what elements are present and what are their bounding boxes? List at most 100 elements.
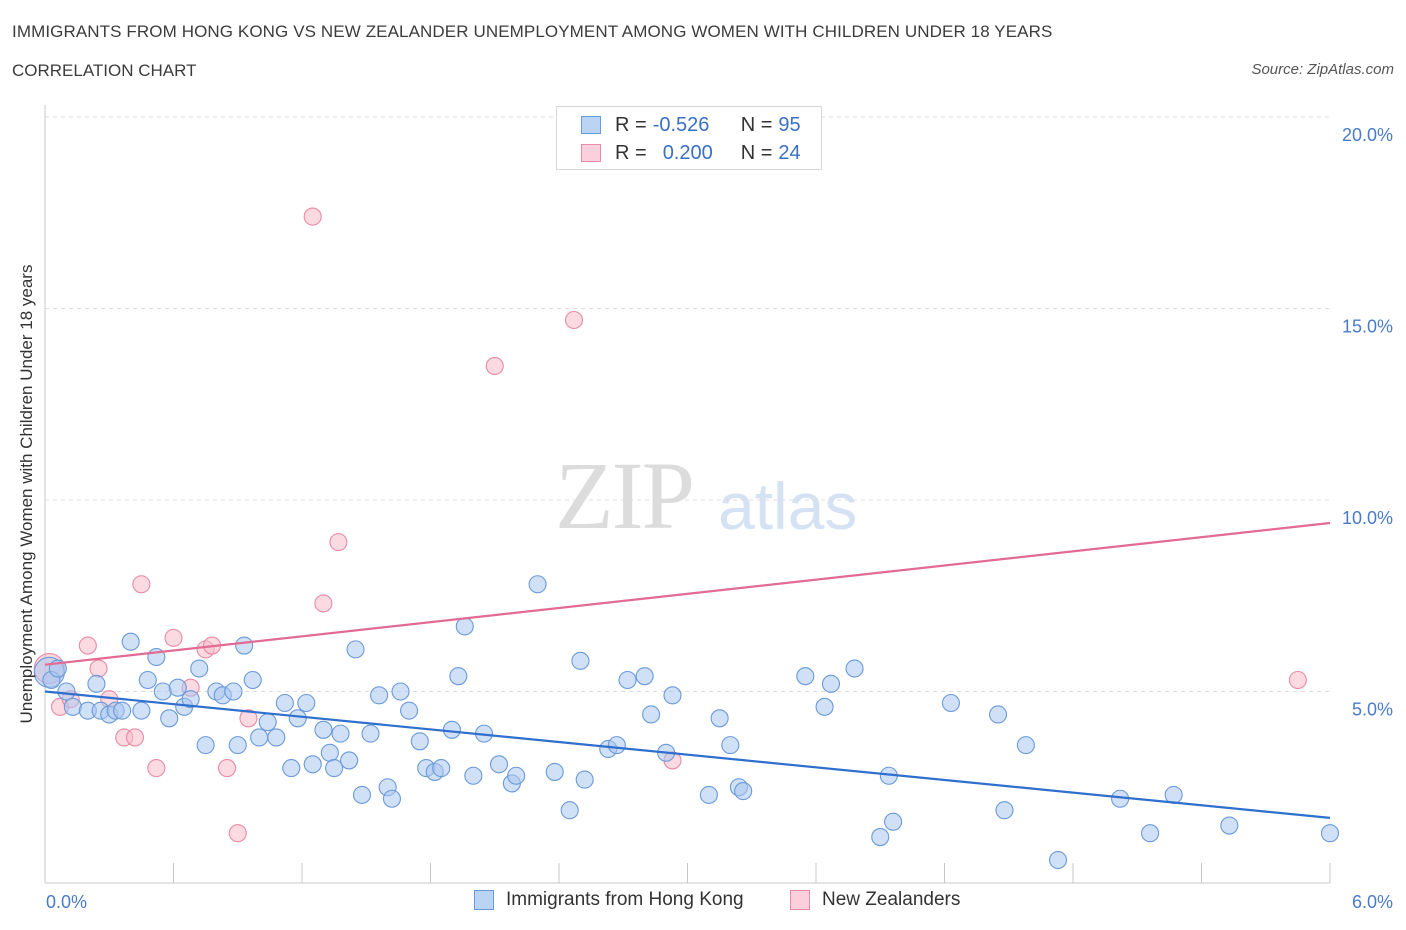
data-point-hong-kong: [57, 682, 76, 701]
data-point-hong-kong: [314, 720, 333, 739]
data-point-hong-kong: [871, 827, 890, 847]
legend-n-label: N =: [740, 113, 773, 136]
data-point-hong-kong: [845, 659, 864, 678]
data-point-hong-kong: [288, 709, 307, 728]
data-point-hong-kong: [432, 759, 451, 778]
trend-line-hong-kong: [44, 690, 1331, 819]
data-point-hong-kong: [449, 667, 468, 686]
watermark-zip: ZIP: [555, 442, 695, 549]
data-point-hong-kong: [642, 705, 661, 724]
data-point-hong-kong: [455, 617, 474, 636]
data-point-hong-kong: [228, 736, 247, 755]
data-point-hong-kong: [132, 701, 151, 720]
chart-subtitle: CORRELATION CHART: [12, 61, 197, 80]
data-point-hong-kong: [734, 782, 753, 801]
data-point-new-zealanders: [125, 728, 144, 747]
data-point-hong-kong: [941, 693, 960, 713]
data-point-hong-kong: [618, 670, 637, 690]
data-point-hong-kong: [258, 713, 277, 732]
x-tick-label: 6.0%: [1352, 892, 1393, 912]
legend-swatch-pink: [581, 144, 601, 162]
y-tick-label: 10.0%: [1342, 508, 1393, 528]
data-point-hong-kong: [796, 667, 815, 686]
data-point-hong-kong: [1141, 824, 1160, 843]
y-tick-label: 15.0%: [1342, 317, 1393, 337]
bottom-legend-new-zealanders: New Zealanders: [790, 889, 960, 911]
data-point-hong-kong: [571, 651, 590, 670]
data-point-hong-kong: [710, 709, 729, 728]
data-point-hong-kong: [607, 736, 626, 755]
data-point-hong-kong: [361, 724, 380, 743]
y-axis-label: Unemployment Among Women with Children U…: [17, 264, 36, 724]
data-point-new-zealanders: [239, 709, 258, 728]
data-point-new-zealanders: [485, 356, 504, 376]
data-point-hong-kong: [1320, 824, 1340, 843]
data-point-hong-kong: [545, 762, 564, 781]
y-tick-label: 5.0%: [1352, 700, 1393, 720]
data-point-hong-kong: [489, 755, 509, 774]
watermark-atlas: atlas: [718, 469, 858, 543]
data-point-hong-kong: [721, 736, 740, 755]
data-point-hong-kong: [160, 709, 179, 728]
legend-r-value: -0.526: [652, 113, 710, 136]
data-point-new-zealanders: [329, 533, 348, 552]
data-point-hong-kong: [410, 732, 429, 751]
trend-line-new-zealanders: [44, 521, 1331, 666]
data-point-hong-kong: [325, 759, 344, 778]
data-point-hong-kong: [382, 789, 402, 808]
data-point-hong-kong: [370, 686, 389, 705]
data-point-hong-kong: [464, 766, 483, 785]
data-point-new-zealanders: [314, 594, 333, 613]
data-point-hong-kong: [507, 766, 526, 785]
data-point-hong-kong: [340, 751, 359, 770]
data-point-hong-kong: [821, 674, 841, 693]
data-point-hong-kong: [267, 728, 286, 747]
data-point-new-zealanders: [164, 628, 183, 647]
data-point-hong-kong: [303, 755, 322, 774]
data-point-hong-kong: [168, 678, 187, 697]
bottom-legend-hong-kong: Immigrants from Hong Kong: [474, 889, 744, 911]
data-point-hong-kong: [663, 686, 682, 705]
data-point-hong-kong: [224, 682, 243, 701]
data-point-hong-kong: [528, 575, 547, 594]
data-point-hong-kong: [243, 670, 262, 690]
data-point-hong-kong: [442, 720, 461, 739]
legend-row-hong-kong: R = -0.526 N = 95: [581, 113, 801, 137]
data-point-hong-kong: [331, 724, 350, 743]
data-point-hong-kong: [391, 682, 410, 701]
legend-row-new-zealanders: R = 0.200 N = 24: [581, 141, 801, 165]
bottom-legend-label-new-zealanders: New Zealanders: [822, 889, 961, 910]
data-point-hong-kong: [575, 770, 594, 789]
bottom-legend-swatch-blue: [474, 890, 494, 910]
data-point-hong-kong: [190, 659, 209, 678]
data-point-hong-kong: [153, 682, 172, 701]
data-point-new-zealanders: [217, 759, 237, 778]
correlation-legend: R = -0.526 N = 95 R = 0.200 N = 24: [556, 106, 822, 170]
data-point-hong-kong: [1016, 736, 1035, 755]
data-point-hong-kong: [995, 801, 1014, 820]
legend-r-label: R =: [615, 113, 647, 136]
data-point-new-zealanders: [89, 659, 108, 678]
data-point-hong-kong: [320, 743, 339, 762]
data-point-new-zealanders: [564, 310, 584, 330]
data-point-hong-kong: [635, 667, 654, 686]
bottom-legend-swatch-pink: [790, 890, 810, 910]
source-label: Source: ZipAtlas.com: [1251, 61, 1394, 78]
legend-n-value: 24: [778, 141, 801, 164]
x-tick-label: 0.0%: [46, 892, 87, 912]
data-point-hong-kong: [560, 801, 579, 820]
data-point-new-zealanders: [228, 824, 247, 843]
legend-r-value: 0.200: [662, 141, 713, 164]
data-point-hong-kong: [699, 785, 718, 804]
data-point-hong-kong: [400, 701, 419, 720]
legend-n-label: N =: [740, 141, 773, 164]
y-tick-label: 20.0%: [1342, 125, 1393, 145]
data-point-new-zealanders: [78, 636, 97, 655]
data-point-new-zealanders: [303, 207, 322, 226]
legend-n-value: 95: [778, 113, 801, 136]
data-point-hong-kong: [250, 728, 269, 747]
data-point-new-zealanders: [132, 575, 151, 594]
data-point-hong-kong: [346, 640, 365, 659]
data-point-hong-kong: [138, 670, 157, 690]
chart-title: IMMIGRANTS FROM HONG KONG VS NEW ZEALAND…: [12, 22, 1053, 41]
